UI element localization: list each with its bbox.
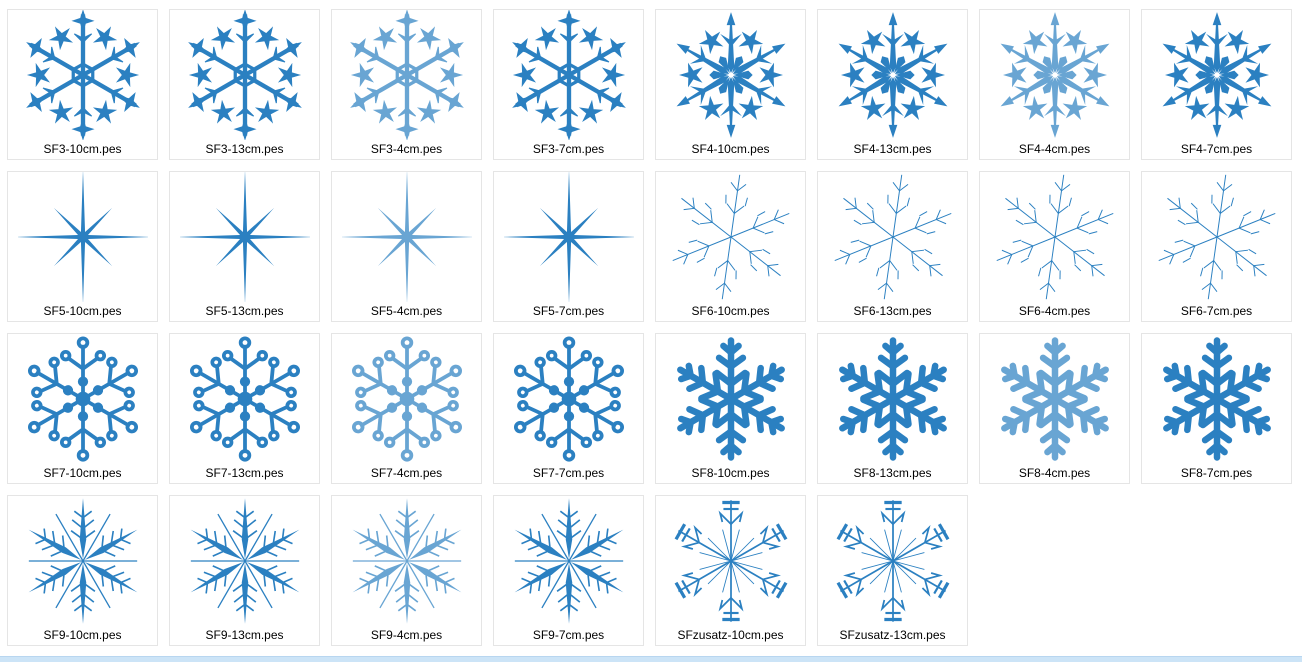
file-name: SF8-10cm.pes <box>691 466 770 480</box>
snowflake-thumbnail-icon <box>504 496 634 626</box>
file-item[interactable]: SFzusatz-13cm.pes <box>817 495 968 646</box>
file-item[interactable]: SF5-4cm.pes <box>331 169 482 322</box>
snowflake-thumbnail-icon <box>990 334 1120 464</box>
file-item[interactable]: SF8-7cm.pes <box>1141 333 1292 484</box>
file-item[interactable]: SF7-4cm.pes <box>331 333 482 484</box>
file-item[interactable]: SF7-13cm.pes <box>169 333 320 484</box>
snowflake-thumbnail-icon <box>990 172 1120 302</box>
file-name: SFzusatz-10cm.pes <box>677 628 784 642</box>
snowflake-thumbnail-icon <box>828 334 958 464</box>
snowflake-thumbnail-icon <box>177 169 313 305</box>
file-item[interactable]: SF6-7cm.pes <box>1141 171 1292 322</box>
file-item[interactable]: SF5-10cm.pes <box>7 169 158 322</box>
file-name: SF3-7cm.pes <box>532 142 605 156</box>
file-item[interactable]: SF6-4cm.pes <box>979 171 1130 322</box>
file-name: SF7-7cm.pes <box>532 466 605 480</box>
file-name: SF9-10cm.pes <box>43 628 122 642</box>
file-name: SF8-4cm.pes <box>1018 466 1091 480</box>
file-name: SF5-4cm.pes <box>370 304 443 318</box>
file-item[interactable]: SF5-13cm.pes <box>169 169 320 322</box>
snowflake-thumbnail-icon <box>342 334 472 464</box>
file-item[interactable]: SF4-7cm.pes <box>1141 9 1292 160</box>
file-item[interactable]: SF4-13cm.pes <box>817 9 968 160</box>
snowflake-thumbnail-icon <box>1152 334 1282 464</box>
file-name: SF3-10cm.pes <box>43 142 122 156</box>
snowflake-thumbnail-icon <box>501 169 637 305</box>
file-name: SF7-13cm.pes <box>205 466 284 480</box>
snowflake-thumbnail-icon <box>18 334 148 464</box>
file-name: SF5-10cm.pes <box>43 304 122 318</box>
file-name: SF8-13cm.pes <box>853 466 932 480</box>
file-name: SF7-4cm.pes <box>370 466 443 480</box>
file-item[interactable]: SFzusatz-10cm.pes <box>655 495 806 646</box>
snowflake-thumbnail-icon <box>666 172 796 302</box>
snowflake-thumbnail-icon <box>1152 172 1282 302</box>
file-item[interactable]: SF3-4cm.pes <box>331 9 482 160</box>
file-item[interactable]: SF3-13cm.pes <box>169 9 320 160</box>
file-item[interactable]: SF8-10cm.pes <box>655 333 806 484</box>
snowflake-thumbnail-icon <box>666 334 796 464</box>
file-item[interactable]: SF8-13cm.pes <box>817 333 968 484</box>
snowflake-thumbnail-icon <box>666 10 796 140</box>
file-item[interactable]: SF6-10cm.pes <box>655 171 806 322</box>
file-name: SF3-4cm.pes <box>370 142 443 156</box>
snowflake-thumbnail-icon <box>504 9 634 141</box>
snowflake-thumbnail-icon <box>15 169 151 305</box>
snowflake-thumbnail-icon <box>180 496 310 626</box>
file-item[interactable]: SF7-7cm.pes <box>493 333 644 484</box>
file-name: SF4-10cm.pes <box>691 142 770 156</box>
file-name: SF9-7cm.pes <box>532 628 605 642</box>
file-name: SF6-13cm.pes <box>853 304 932 318</box>
file-name: SF6-4cm.pes <box>1018 304 1091 318</box>
snowflake-thumbnail-icon <box>18 9 148 141</box>
file-item[interactable]: SF8-4cm.pes <box>979 333 1130 484</box>
file-item[interactable]: SF5-7cm.pes <box>493 169 644 322</box>
file-item[interactable]: SF4-4cm.pes <box>979 9 1130 160</box>
file-name: SF3-13cm.pes <box>205 142 284 156</box>
snowflake-thumbnail-icon <box>1152 10 1282 140</box>
status-bar <box>0 656 1302 662</box>
file-name: SF5-7cm.pes <box>532 304 605 318</box>
file-name: SF4-7cm.pes <box>1180 142 1253 156</box>
file-item[interactable]: SF9-7cm.pes <box>493 495 644 646</box>
file-item[interactable]: SF7-10cm.pes <box>7 333 158 484</box>
file-name: SF4-4cm.pes <box>1018 142 1091 156</box>
file-grid: SF3-10cm.pes SF3-13cm.pes SF3-4cm.pes SF3-7… <box>7 9 1292 646</box>
file-item[interactable]: SF6-13cm.pes <box>817 171 968 322</box>
snowflake-thumbnail-icon <box>180 334 310 464</box>
snowflake-thumbnail-icon <box>18 496 148 626</box>
file-name: SF7-10cm.pes <box>43 466 122 480</box>
file-name: SF9-13cm.pes <box>205 628 284 642</box>
snowflake-thumbnail-icon <box>828 496 958 626</box>
file-name: SF9-4cm.pes <box>370 628 443 642</box>
file-item[interactable]: SF3-10cm.pes <box>7 9 158 160</box>
snowflake-thumbnail-icon <box>828 10 958 140</box>
snowflake-thumbnail-icon <box>339 169 475 305</box>
file-item[interactable]: SF3-7cm.pes <box>493 9 644 160</box>
snowflake-thumbnail-icon <box>342 496 472 626</box>
file-name: SF4-13cm.pes <box>853 142 932 156</box>
snowflake-thumbnail-icon <box>828 172 958 302</box>
snowflake-thumbnail-icon <box>990 10 1120 140</box>
snowflake-thumbnail-icon <box>342 9 472 141</box>
file-name: SF5-13cm.pes <box>205 304 284 318</box>
file-name: SF8-7cm.pes <box>1180 466 1253 480</box>
file-name: SFzusatz-13cm.pes <box>839 628 946 642</box>
snowflake-thumbnail-icon <box>180 9 310 141</box>
file-name: SF6-10cm.pes <box>691 304 770 318</box>
file-item[interactable]: SF9-10cm.pes <box>7 495 158 646</box>
snowflake-thumbnail-icon <box>504 334 634 464</box>
snowflake-thumbnail-icon <box>666 496 796 626</box>
file-name: SF6-7cm.pes <box>1180 304 1253 318</box>
file-item[interactable]: SF9-4cm.pes <box>331 495 482 646</box>
file-item[interactable]: SF9-13cm.pes <box>169 495 320 646</box>
file-item[interactable]: SF4-10cm.pes <box>655 9 806 160</box>
